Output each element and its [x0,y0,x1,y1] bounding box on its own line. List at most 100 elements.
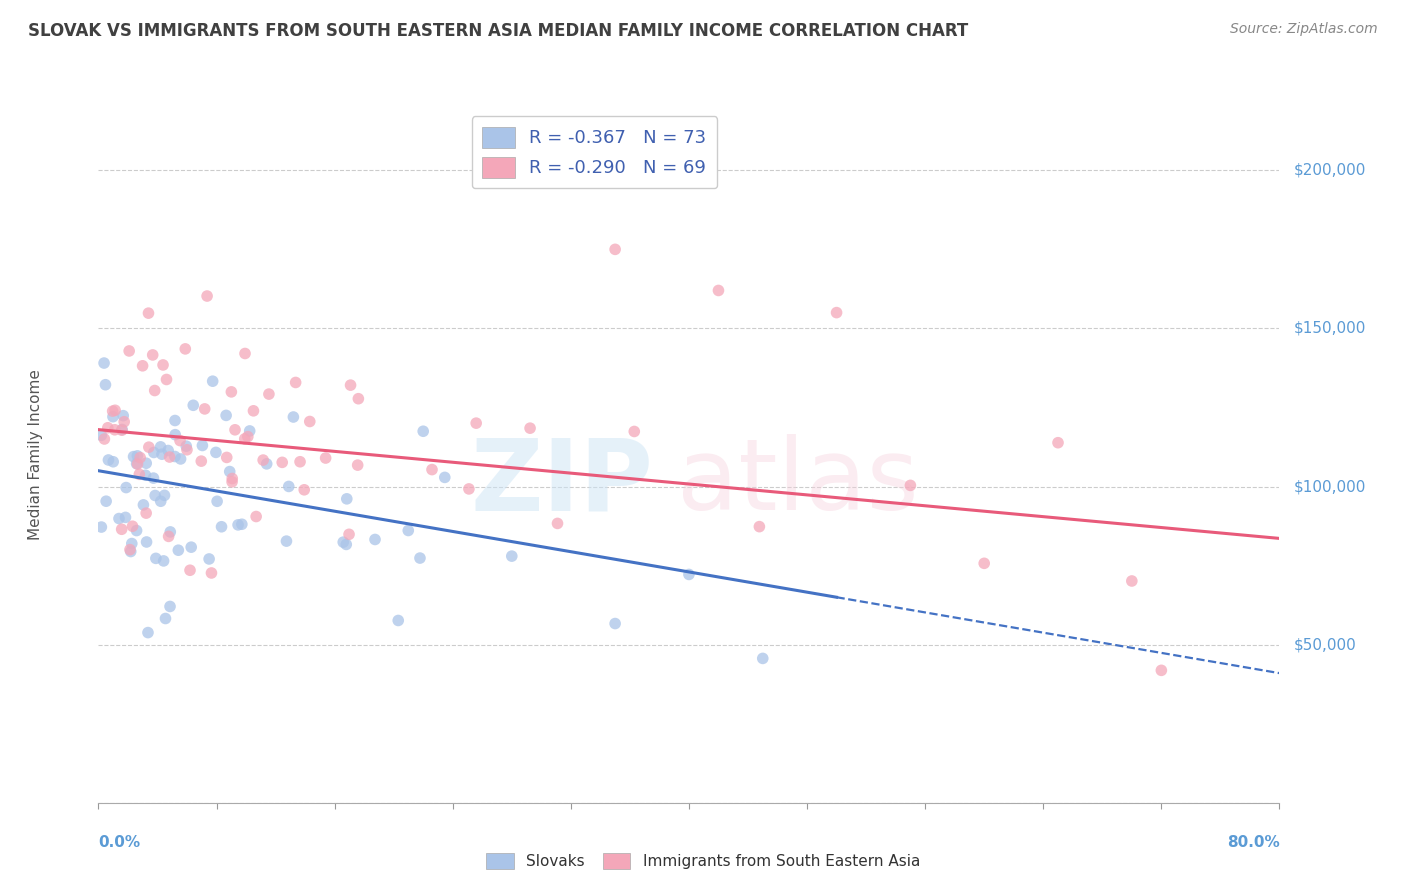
Point [176,442,198,457]
Point [339,378,361,392]
Text: $100,000: $100,000 [1294,479,1365,494]
Point [169,434,191,448]
Point [149,494,172,508]
Point [135,535,157,549]
Point [190,454,212,468]
Point [155,372,177,386]
Point [136,625,159,640]
Point [93,432,115,446]
Text: SLOVAK VS IMMIGRANTS FROM SOUTH EASTERN ASIA MEDIAN FAMILY INCOME CORRELATION CH: SLOVAK VS IMMIGRANTS FROM SOUTH EASTERN … [28,22,969,40]
Text: 80.0%: 80.0% [1226,836,1279,850]
Point [283,409,305,424]
Point [131,359,153,373]
Point [128,467,150,482]
Point [157,529,180,543]
Point [298,415,321,429]
Point [129,450,152,465]
Point [179,563,201,577]
Point [121,519,143,533]
Point [200,566,222,580]
Point [127,449,149,463]
Point [145,551,167,566]
Point [605,616,627,631]
Point [165,427,187,442]
Text: atlas: atlas [678,434,918,532]
Point [114,510,136,524]
Point [142,445,165,459]
Point [118,542,141,557]
Point [143,384,166,398]
Point [257,387,280,401]
Point [605,243,627,257]
Text: $200,000: $200,000 [1294,163,1365,178]
Point [112,409,135,423]
Point [111,423,134,437]
Point [346,458,368,472]
Point [900,478,922,492]
Point [194,401,217,416]
Point [101,404,124,418]
Point [1121,574,1143,588]
Point [111,522,134,536]
Point [335,537,357,551]
Point [205,494,228,508]
Point [174,342,197,356]
Point [623,425,645,439]
Point [211,520,233,534]
Point [132,498,155,512]
Point [138,306,160,320]
Point [97,421,120,435]
Point [337,527,360,541]
Point [245,509,267,524]
Point [134,468,156,483]
Point [218,465,240,479]
Point [1150,664,1173,678]
Point [159,524,181,539]
Point [288,455,311,469]
Point [104,423,127,437]
Point [215,450,238,465]
Point [125,524,148,538]
Text: Median Family Income: Median Family Income [28,369,42,541]
Point [181,398,204,412]
Point [433,470,456,484]
Point [458,482,481,496]
Point [501,549,523,563]
Point [292,483,315,497]
Point [825,305,848,319]
Point [111,422,134,436]
Point [387,614,409,628]
Point [1046,435,1069,450]
Point [142,471,165,485]
Point [707,284,730,298]
Point [364,533,387,547]
Point [94,494,117,508]
Point [221,475,243,489]
Point [231,517,253,532]
Point [256,457,278,471]
Point [121,536,143,550]
Point [90,428,112,442]
Point [103,455,125,469]
Point [127,457,149,471]
Point [153,488,176,502]
Point [118,343,141,358]
Text: ZIP: ZIP [471,434,654,532]
Point [226,517,249,532]
Point [152,554,174,568]
Point [143,488,166,502]
Point [97,453,120,467]
Point [180,540,202,554]
Point [465,416,488,430]
Point [167,543,190,558]
Legend: Slovaks, Immigrants from South Eastern Asia: Slovaks, Immigrants from South Eastern A… [479,847,927,875]
Point [101,409,124,424]
Point [221,384,243,399]
Point [104,403,127,417]
Point [135,506,157,520]
Point [157,443,180,458]
Point [93,356,115,370]
Point [239,424,262,438]
Point [347,392,370,406]
Point [973,557,995,571]
